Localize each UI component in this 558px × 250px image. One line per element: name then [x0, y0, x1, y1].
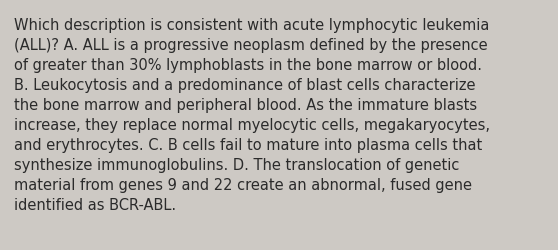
Text: Which description is consistent with acute lymphocytic leukemia
(ALL)? A. ALL is: Which description is consistent with acu…	[14, 18, 490, 212]
